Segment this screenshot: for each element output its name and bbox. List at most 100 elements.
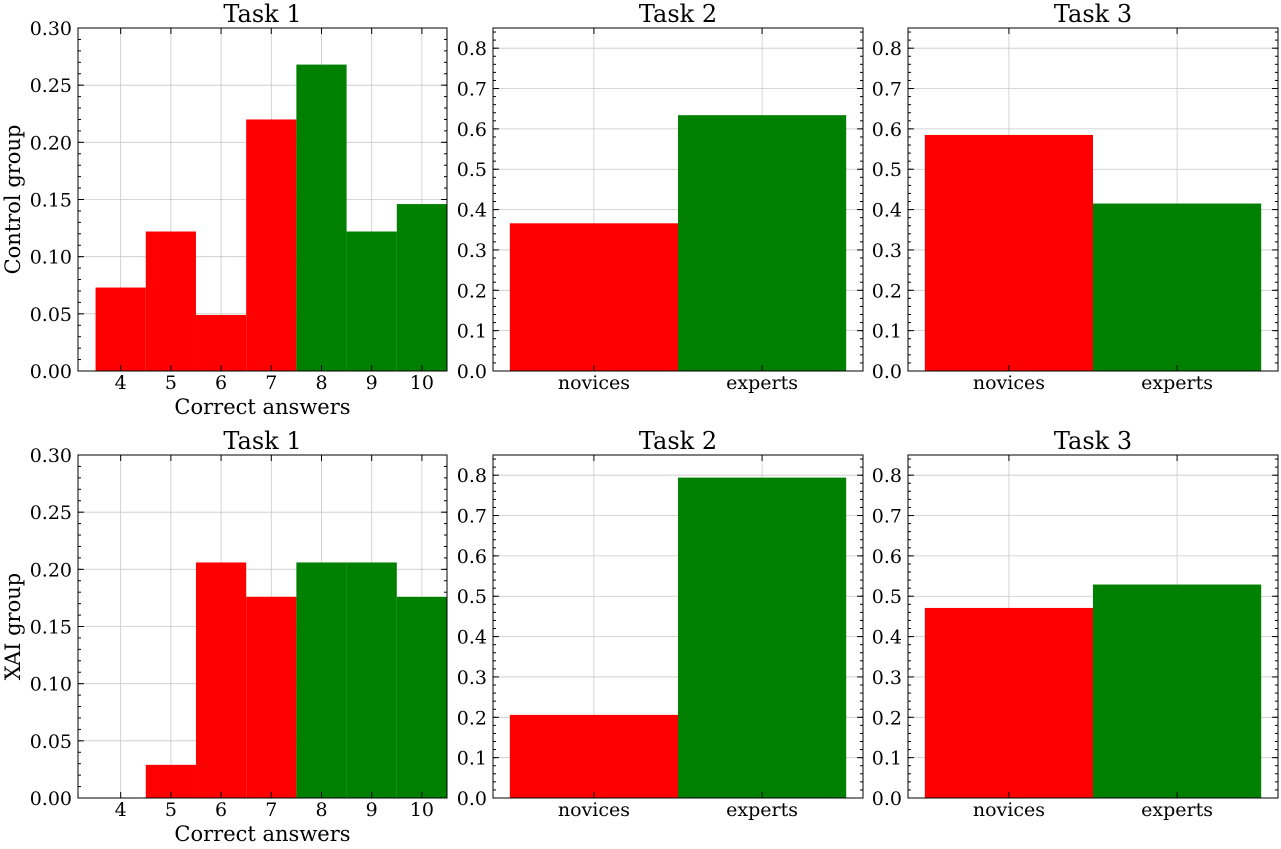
chart-title: Task 3 <box>1054 427 1132 455</box>
chart-title: Task 1 <box>223 0 301 28</box>
bar-4 <box>95 287 146 371</box>
x-tick-label: 8 <box>315 799 327 821</box>
bar-10 <box>396 204 447 371</box>
chart-title: Task 3 <box>1054 0 1132 28</box>
chart-panel-control-task1: 0.00 0.05 0.10 0.15 0.20 0.25 0.30 4 5 6 7 8 9 10 Task… <box>1 0 448 419</box>
y-tick-label: 0.3 <box>872 240 902 262</box>
x-tick-label: 8 <box>315 372 327 394</box>
bar-experts <box>1093 584 1262 798</box>
axes-frame <box>492 454 864 799</box>
y-tick-label: 0.1 <box>457 748 487 770</box>
y-tick-label: 0.20 <box>30 132 72 154</box>
chart-panel-xai-task1: 0.00 0.05 0.10 0.15 0.20 0.25 0.30 4 5 6 7 8 9 10 Task… <box>1 427 448 846</box>
y-tick-label: 0.0 <box>872 361 902 383</box>
x-axis-label: Correct answers <box>174 395 350 419</box>
y-tick-label: 0.25 <box>30 502 72 524</box>
y-tick-label: 0.2 <box>872 707 902 729</box>
x-tick-label: 6 <box>215 799 227 821</box>
chart-panel-xai-task2: 0.0 0.1 0.2 0.3 0.4 0.5 0.6 0.7 0.8 novices expert… <box>457 427 864 821</box>
y-tick-label: 0.6 <box>457 119 487 141</box>
x-tick-label: novices <box>973 799 1045 821</box>
y-tick-label: 0.2 <box>872 280 902 302</box>
bar-5 <box>145 231 196 371</box>
y-tick-label: 0.3 <box>457 667 487 689</box>
chart-panel-xai-task3: 0.0 0.1 0.2 0.3 0.4 0.5 0.6 0.7 0.8 novices expert… <box>872 427 1279 821</box>
bar-novices <box>924 607 1093 798</box>
chart-title: Task 1 <box>223 427 301 455</box>
y-tick-label: 0.7 <box>457 79 487 101</box>
y-tick-label: 0.8 <box>457 38 487 60</box>
y-axis-label: XAI group <box>1 573 25 680</box>
y-axis-label: Control group <box>1 125 25 275</box>
y-tick-label: 0.15 <box>30 190 72 212</box>
y-tick-label: 0.8 <box>872 465 902 487</box>
y-tick-label: 0.8 <box>872 38 902 60</box>
bar-experts <box>1093 203 1262 371</box>
y-tick-label: 0.0 <box>457 788 487 810</box>
bar-novices <box>924 134 1093 371</box>
x-tick-label: 4 <box>115 372 127 394</box>
axes-frame <box>492 27 864 372</box>
y-tick-label: 0.1 <box>457 321 487 343</box>
x-tick-label: experts <box>1141 372 1213 394</box>
y-tick-label: 0.3 <box>457 240 487 262</box>
y-tick-label: 0.7 <box>872 79 902 101</box>
y-tick-label: 0.5 <box>457 159 487 181</box>
y-tick-label: 0.8 <box>457 465 487 487</box>
bar-novices <box>509 714 678 798</box>
y-tick-label: 0.4 <box>872 200 902 222</box>
bar-8 <box>296 64 347 371</box>
bar-experts <box>678 477 847 798</box>
y-tick-label: 0.3 <box>872 667 902 689</box>
y-tick-label: 0.0 <box>872 788 902 810</box>
y-tick-label: 0.6 <box>872 119 902 141</box>
y-tick-label: 0.6 <box>457 546 487 568</box>
x-tick-label: experts <box>1141 799 1213 821</box>
y-tick-label: 0.5 <box>872 586 902 608</box>
chart-title: Task 2 <box>639 0 717 28</box>
y-tick-label: 0.05 <box>30 304 72 326</box>
bar-10 <box>396 596 447 798</box>
x-tick-label: 10 <box>410 799 434 821</box>
y-tick-label: 0.5 <box>457 586 487 608</box>
x-axis-label: Correct answers <box>174 822 350 846</box>
y-tick-label: 0.2 <box>457 707 487 729</box>
y-tick-label: 0.6 <box>872 546 902 568</box>
bar-novices <box>509 223 678 371</box>
chart-title: Task 2 <box>639 427 717 455</box>
axes-frame <box>907 27 1279 372</box>
y-tick-label: 0.15 <box>30 617 72 639</box>
y-tick-label: 0.7 <box>872 506 902 528</box>
y-tick-label: 0.25 <box>30 75 72 97</box>
x-tick-label: novices <box>558 372 630 394</box>
bar-9 <box>346 562 397 798</box>
axes-frame <box>77 27 448 372</box>
y-tick-label: 0.30 <box>30 18 72 40</box>
y-tick-label: 0.00 <box>30 361 72 383</box>
y-tick-label: 0.1 <box>872 321 902 343</box>
y-tick-label: 0.4 <box>457 627 487 649</box>
x-tick-label: experts <box>726 799 798 821</box>
bar-7 <box>246 119 297 371</box>
x-tick-label: 9 <box>366 799 378 821</box>
bar-6 <box>195 562 247 798</box>
y-tick-label: 0.10 <box>30 247 72 269</box>
y-tick-label: 0.20 <box>30 559 72 581</box>
x-tick-label: 6 <box>215 372 227 394</box>
y-tick-label: 0.4 <box>457 200 487 222</box>
x-tick-label: novices <box>558 799 630 821</box>
chart-panel-control-task2: 0.0 0.1 0.2 0.3 0.4 0.5 0.6 0.7 0.8 novices expert… <box>457 0 864 394</box>
x-tick-label: 7 <box>265 372 277 394</box>
y-tick-label: 0.30 <box>30 445 72 467</box>
y-tick-label: 0.1 <box>872 748 902 770</box>
x-tick-label: 4 <box>115 799 127 821</box>
axes-frame <box>77 454 448 799</box>
chart-panel-control-task3: 0.0 0.1 0.2 0.3 0.4 0.5 0.6 0.7 0.8 novices expert… <box>872 0 1279 394</box>
bar-8 <box>296 562 347 798</box>
x-tick-label: experts <box>726 372 798 394</box>
x-tick-label: 9 <box>366 372 378 394</box>
y-tick-label: 0.2 <box>457 280 487 302</box>
x-tick-label: novices <box>973 372 1045 394</box>
x-tick-label: 5 <box>165 799 177 821</box>
